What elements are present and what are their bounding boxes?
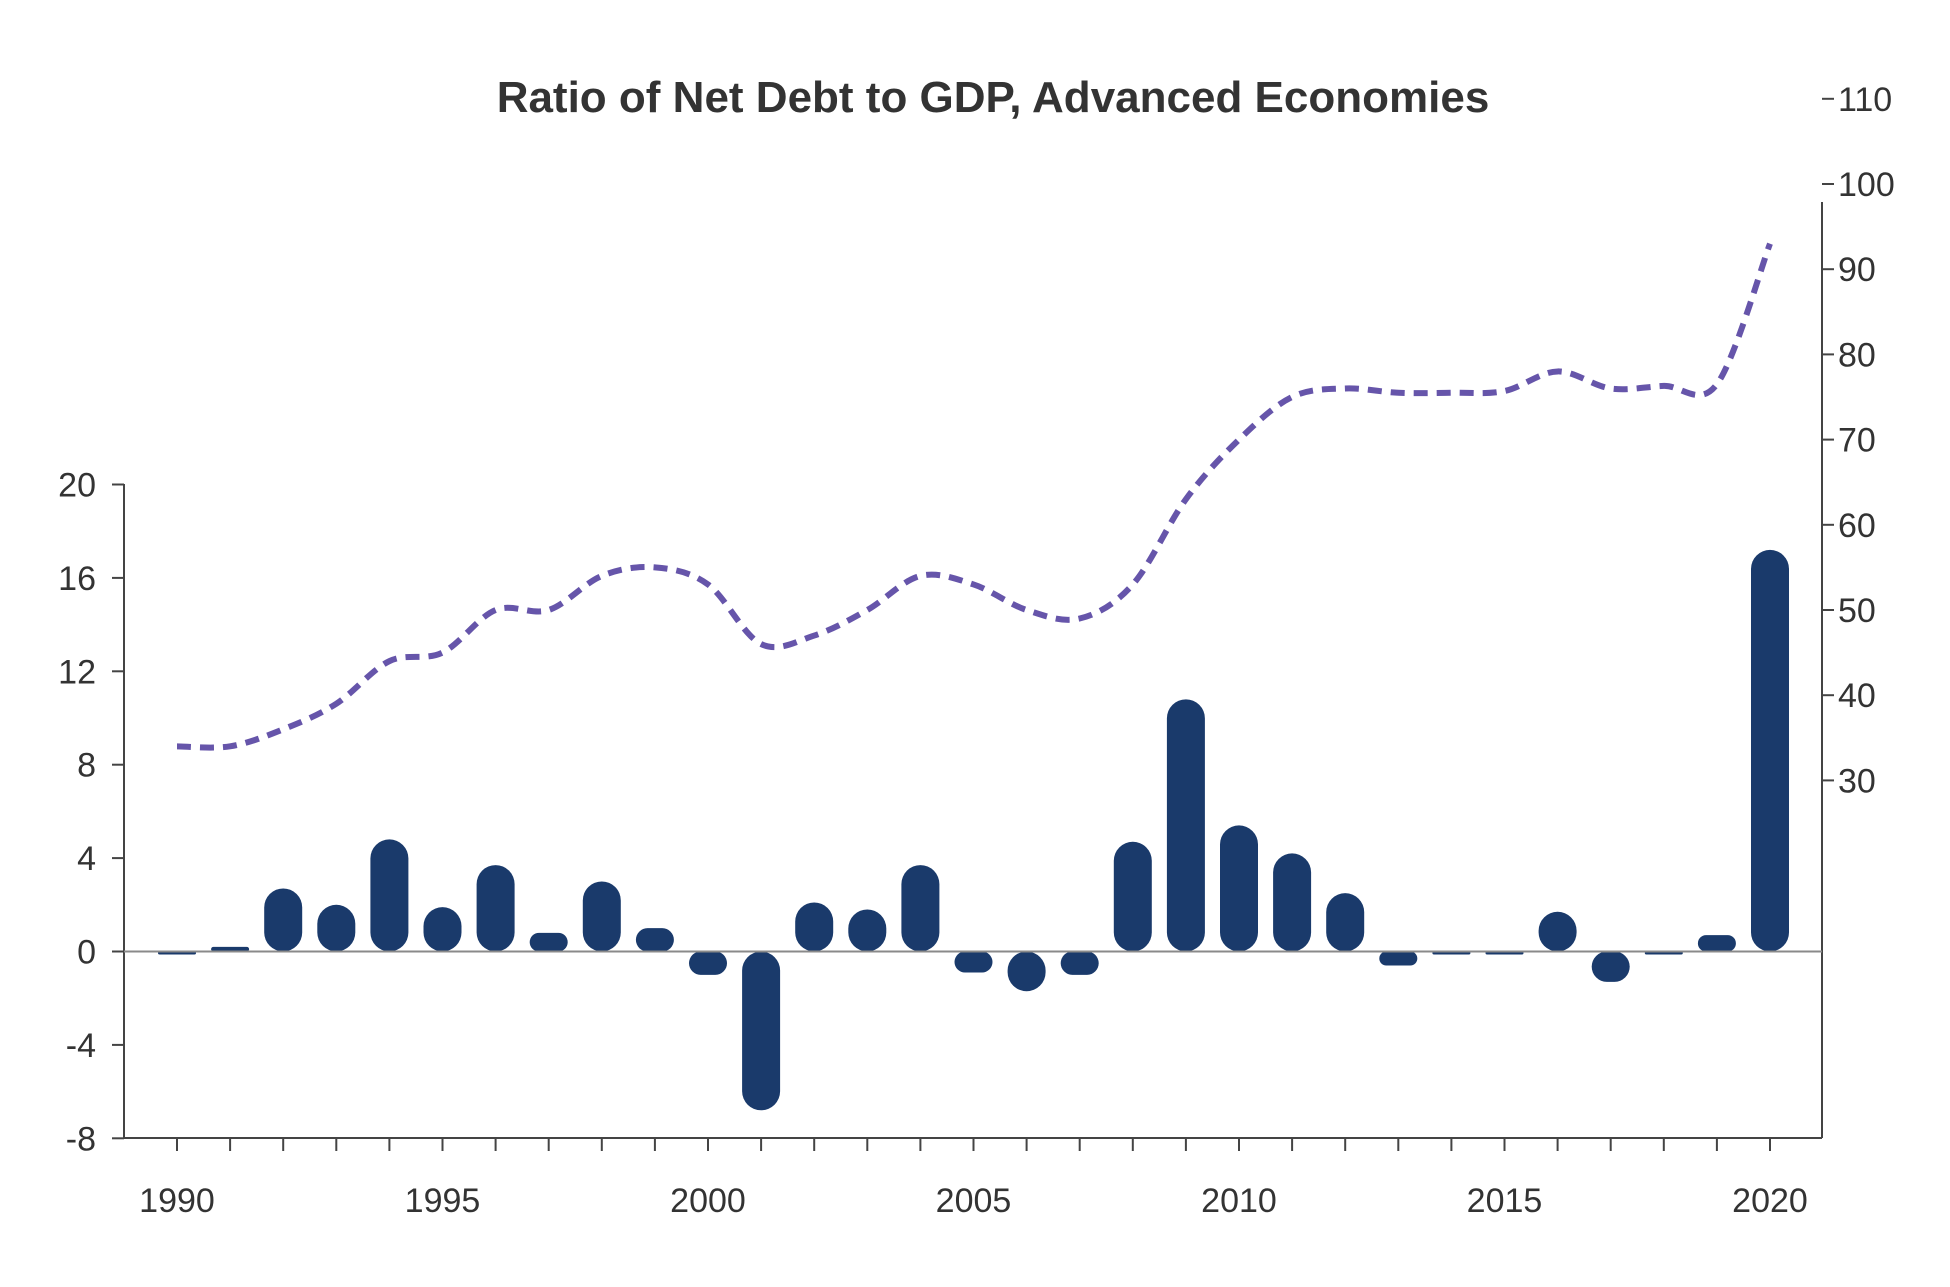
right-y-tick-label: 110 [1838,81,1892,119]
left-y-tick-label: -8 [66,1120,96,1158]
bar-2002 [795,902,834,952]
net-debt-ratio-line [176,242,1773,751]
bar-2008 [1113,841,1152,952]
left-y-tick-label: -4 [66,1027,96,1065]
bar-1995 [423,907,462,952]
left-y-tick-label: 20 [58,467,96,505]
right-y-tick-label: 40 [1838,677,1876,715]
x-tick-label: 2000 [670,1182,746,1220]
right-y-tick-label: 50 [1838,592,1876,630]
bar-2017 [1591,951,1630,982]
bar-2000 [689,951,727,975]
left-y-tick-label: 8 [77,747,96,785]
bar-2016 [1538,911,1577,952]
bar-2001 [742,951,781,1111]
x-tick-label: 2010 [1201,1182,1277,1220]
bar-2012 [1326,893,1365,952]
left-y-tick-label: 12 [58,653,96,691]
x-tick-label: 2020 [1732,1182,1808,1220]
bar-2005 [954,951,993,973]
bar-1993 [317,904,356,952]
bar-2009 [1166,699,1205,952]
bar-2019 [1697,935,1736,952]
bar-1992 [264,888,303,952]
line-series [176,242,1773,751]
chart-title: Ratio of Net Debt to GDP, Advanced Econo… [497,73,1490,122]
bar-2004 [901,865,940,952]
bar-2013 [1379,951,1418,966]
bar-2020 [1751,549,1789,952]
bar-2006 [1007,951,1046,992]
right-y-tick-label: 70 [1838,422,1876,460]
bar-1999 [635,928,674,952]
bar-1998 [582,881,621,952]
right-y-tick-label: 30 [1838,762,1876,800]
left-y-tick-label: 0 [77,934,96,972]
x-tick-label: 2015 [1467,1182,1543,1220]
right-y-tick-label: 90 [1838,251,1876,289]
bar-2007 [1060,951,1099,975]
x-tick-label: 1990 [139,1182,215,1220]
bar-1991 [211,946,250,952]
right-y-tick-label: 60 [1838,507,1876,545]
left-y-tick-label: 16 [58,560,96,598]
bar-series [158,549,1789,1111]
x-tick-label: 1995 [405,1182,481,1220]
bar-2010 [1220,825,1258,952]
bar-1997 [529,932,568,952]
bar-1994 [370,839,409,952]
x-tick-label: 2005 [936,1182,1012,1220]
right-y-tick-label: 100 [1838,166,1895,204]
bar-2003 [848,909,887,952]
bar-2011 [1273,853,1312,952]
left-y-tick-label: 4 [77,840,96,878]
right-y-tick-label: 80 [1838,336,1876,374]
bar-1996 [476,865,515,952]
